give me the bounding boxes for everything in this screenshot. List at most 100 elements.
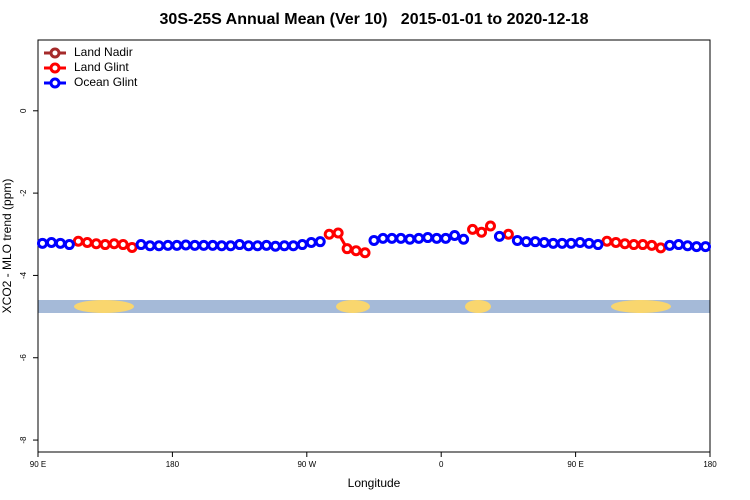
- data-point: [305, 237, 317, 249]
- data-point: [350, 245, 362, 257]
- legend-label: Ocean Glint: [74, 75, 138, 89]
- data-point: [225, 240, 237, 252]
- data-point: [619, 238, 631, 250]
- data-point: [287, 240, 299, 252]
- data-point: [234, 239, 246, 251]
- data-point: [207, 239, 219, 251]
- data-point: [216, 240, 228, 252]
- y-tick-label: -4: [19, 271, 28, 279]
- land-patch: [465, 300, 491, 313]
- data-point: [655, 242, 667, 254]
- data-point: [296, 239, 308, 251]
- data-point: [314, 236, 326, 248]
- data-point: [601, 235, 613, 247]
- data-point: [395, 232, 407, 244]
- y-tick-label: -6: [19, 354, 28, 362]
- data-point: [440, 232, 452, 244]
- data-point: [278, 240, 290, 252]
- y-tick-label: -2: [19, 189, 28, 197]
- x-tick-label: 180: [703, 460, 717, 469]
- y-tick-label: -8: [19, 436, 28, 444]
- legend-marker: [49, 62, 61, 74]
- data-point: [404, 233, 416, 245]
- data-point: [243, 240, 255, 252]
- data-point: [458, 233, 470, 245]
- data-point: [565, 237, 577, 249]
- data-point: [628, 239, 640, 251]
- data-point: [520, 236, 532, 248]
- data-point: [144, 240, 156, 252]
- x-tick-label: 90 E: [567, 460, 583, 469]
- y-tick-label: 0: [19, 108, 28, 113]
- data-point: [502, 228, 514, 240]
- legend-label: Land Nadir: [74, 45, 133, 59]
- data-point: [422, 232, 434, 244]
- data-point: [126, 241, 138, 253]
- x-axis-label: Longitude: [348, 476, 401, 490]
- data-point: [36, 237, 48, 249]
- legend-marker: [49, 77, 61, 89]
- x-tick-label: 180: [166, 460, 180, 469]
- data-point: [198, 239, 210, 251]
- data-point: [646, 239, 658, 251]
- land-patch: [74, 300, 134, 313]
- data-point: [135, 239, 147, 251]
- x-tick-label: 0: [439, 460, 444, 469]
- data-point: [171, 239, 183, 251]
- data-point: [180, 239, 192, 251]
- data-point: [493, 230, 505, 242]
- chart-title: 30S-25S Annual Mean (Ver 10) 2015-01-01 …: [160, 11, 589, 28]
- x-tick-label: 90 E: [30, 460, 46, 469]
- data-point: [99, 239, 111, 251]
- data-point: [162, 239, 174, 251]
- data-point: [90, 238, 102, 250]
- data-point: [529, 236, 541, 248]
- data-point: [700, 241, 712, 253]
- data-point: [413, 232, 425, 244]
- data-point: [368, 234, 380, 246]
- data-point: [54, 237, 66, 249]
- data-point: [610, 237, 622, 249]
- data-point: [323, 228, 335, 240]
- legend-label: Land Glint: [74, 60, 129, 74]
- data-point: [691, 241, 703, 253]
- land-patch: [611, 300, 671, 313]
- data-point: [359, 247, 371, 259]
- data-point: [260, 239, 272, 251]
- data-point: [574, 237, 586, 249]
- y-axis-label: XCO2 - MLO trend (ppm): [0, 179, 14, 314]
- data-point: [682, 240, 694, 252]
- surface-band: [38, 300, 710, 313]
- data-point: [252, 240, 264, 252]
- data-point: [45, 237, 57, 249]
- data-point: [476, 226, 488, 238]
- legend-marker: [49, 47, 61, 59]
- ocean-band: [38, 300, 710, 313]
- data-point: [467, 223, 479, 235]
- data-point: [63, 239, 75, 251]
- data-point: [189, 239, 201, 251]
- data-point: [81, 237, 93, 249]
- data-point: [583, 237, 595, 249]
- data-point: [332, 227, 344, 239]
- x-tick-label: 90 W: [297, 460, 316, 469]
- data-point: [341, 243, 353, 255]
- data-point: [538, 237, 550, 249]
- data-point: [592, 239, 604, 251]
- data-point: [484, 220, 496, 232]
- data-point: [72, 235, 84, 247]
- data-point: [556, 237, 568, 249]
- data-point: [547, 237, 559, 249]
- data-point: [117, 239, 129, 251]
- data-point: [108, 238, 120, 250]
- data-point: [637, 239, 649, 251]
- land-patch: [336, 300, 370, 313]
- data-point: [449, 230, 461, 242]
- data-point: [153, 240, 165, 252]
- data-point: [377, 232, 389, 244]
- data-point: [664, 239, 676, 251]
- data-point: [269, 240, 281, 252]
- data-point: [431, 232, 443, 244]
- data-point: [673, 239, 685, 251]
